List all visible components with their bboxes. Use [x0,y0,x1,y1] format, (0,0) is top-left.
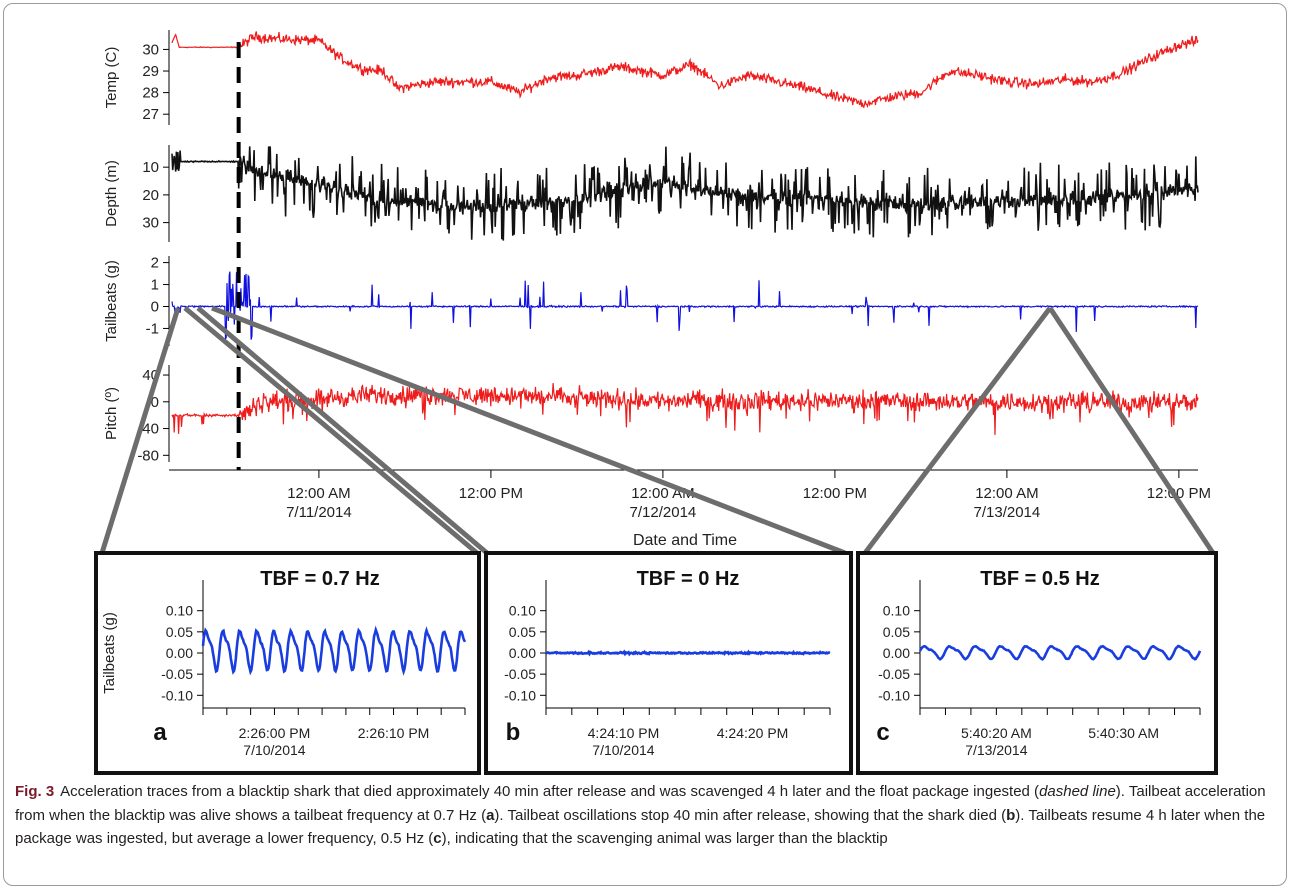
x-tick-label: 2:26:00 PM [239,725,311,741]
series-2 [171,146,1199,241]
y-tick-label: 30 [142,41,159,58]
caption-text-5: ), indicating that the scavenging animal… [441,830,888,847]
x-tick-label: 2:26:10 PM [358,725,430,741]
y-axis-label: Temp (C) [103,47,120,109]
panel-letter: b [506,719,521,746]
zoom-connector [863,306,1052,555]
y-tick-label: 27 [142,106,159,123]
x-tick-label: 12:00 AM [287,485,350,502]
y-tick-label: 0 [151,298,159,315]
caption-label: Fig. 3 [15,783,55,800]
figure-chart: 27 28 29 30 Temp (C) 10 20 30 Depth (m) -1 0 1 2 Tail… [94,30,1218,775]
y-tick-label: 0.00 [166,645,193,661]
y-tick-label: 1 [151,277,159,294]
caption-ref-c: c [433,830,442,847]
caption-ref-a: a [486,806,495,824]
y-tick-label: 2 [151,255,159,272]
y-tick-label: 0.00 [509,645,536,661]
x-tick-label: 5:40:20 AM [961,725,1032,741]
x-tick-label: 7/10/2014 [592,742,654,758]
y-axis-label: Tailbeats (g) [101,612,118,694]
zoom-connector [99,307,181,554]
caption-text-1: Acceleration traces from a blacktip shar… [60,783,1040,800]
y-tick-label: 30 [142,215,159,232]
inset-panel-c: 0.10 0.05 0.00 -0.05 -0.10 5:40:20 AM7/13/201… [856,551,1218,775]
y-tick-label: 0.10 [883,603,910,619]
caption-ref-b: b [1006,806,1016,824]
x-tick-label: 4:24:20 PM [717,725,789,741]
caption-text-2: ). Tailbeat acceleration from when the b… [15,783,1266,824]
x-tick-label: 5:40:30 AM [1088,725,1159,741]
y-axis-label: Pitch (º) [103,387,120,440]
x-tick-label: 12:00 PM [1147,485,1211,502]
x-tick-label: 12:00 PM [459,485,523,502]
y-tick-label: 20 [142,187,159,204]
x-tick-label: 12:00 AM [975,485,1038,502]
x-tick-label: 7/13/2014 [965,742,1027,758]
inset-panel-a: 0.10 0.05 0.00 -0.05 -0.10 Tailbeats (g) 2:26:… [94,551,481,775]
zoom-connector [196,306,489,555]
caption-text-3: ). Tailbeat oscillations stop 40 min aft… [494,806,1007,824]
x-tick-label: 7/13/2014 [974,504,1041,521]
y-tick-label: 0.10 [509,603,536,619]
y-axis-label: Depth (m) [103,160,120,227]
x-tick-label: 7/11/2014 [286,504,352,521]
x-axis-label: Date and Time [633,532,737,549]
inset-title: TBF = 0.5 Hz [980,568,1099,590]
caption-text-4: ). Tailbeats resume 4 h later when the p… [15,806,1266,848]
figure-frame [3,3,1287,886]
panel-letter: a [153,719,167,746]
y-tick-label: 28 [142,85,159,102]
inset-frame [856,551,1218,775]
figure-caption: Fig. 3 Acceleration traces from a blackti… [15,780,1277,851]
y-tick-label: 0.10 [166,603,193,619]
inset-frame [484,551,853,775]
y-tick-label: -0.05 [504,666,536,682]
subplot-2: 10 20 30 Depth (m) [103,145,1199,242]
y-tick-label: -0.05 [161,666,193,682]
zoom-connectors [99,305,1216,556]
y-tick-label: -0.10 [161,687,193,703]
y-tick-label: -0.10 [878,687,910,703]
series-1 [171,31,1199,109]
main-x-axis: 12:00 AM 7/11/2014 12:00 PM 12:00 AM 7/12/20… [169,469,1211,549]
y-tick-label: 0.05 [509,624,536,640]
y-tick-label: 0.05 [166,624,193,640]
y-tick-label: -80 [137,447,159,464]
y-tick-label: -1 [146,320,159,337]
inset-trace [545,649,831,657]
inset-panel-b: 0.10 0.05 0.00 -0.05 -0.10 4:24:10 PM7/10/201… [484,551,853,775]
zoom-connector [183,306,479,555]
inset-title: TBF = 0 Hz [637,568,740,590]
y-tick-label: 0 [151,394,159,411]
series-4 [171,383,1199,435]
y-tick-label: 10 [142,159,159,176]
series-3 [171,271,1199,341]
x-tick-label: 12:00 PM [803,485,867,502]
y-tick-label: -0.10 [504,687,536,703]
y-tick-label: 0.05 [883,624,910,640]
x-tick-label: 7/10/2014 [243,742,305,758]
subplot-1: 27 28 29 30 Temp (C) [103,30,1199,125]
caption-emphasis: dashed line [1039,783,1116,800]
x-tick-label: 7/12/2014 [630,504,697,521]
y-axis-label: Tailbeats (g) [103,260,120,342]
inset-trace [918,644,1202,661]
x-tick-label: 4:24:10 PM [588,725,660,741]
zoom-connector [211,305,846,556]
inset-title: TBF = 0.7 Hz [260,568,379,590]
y-tick-label: 29 [142,63,159,80]
zoom-connector [1047,306,1216,555]
inset-trace [201,625,467,676]
y-tick-label: -0.05 [878,666,910,682]
y-tick-label: 0.00 [883,645,910,661]
panel-letter: c [876,719,889,746]
